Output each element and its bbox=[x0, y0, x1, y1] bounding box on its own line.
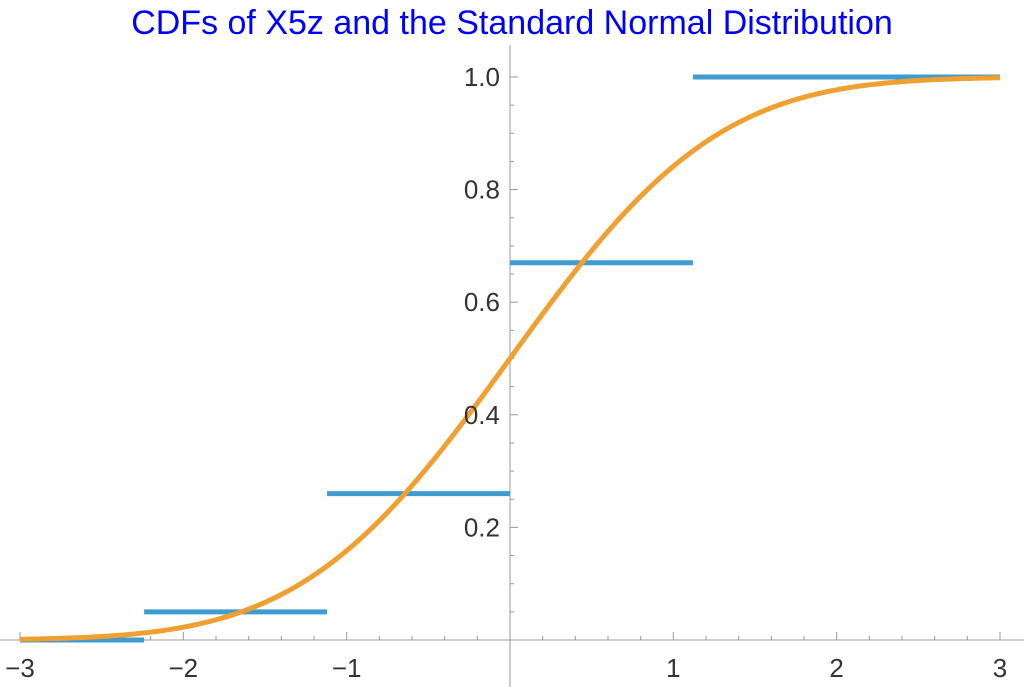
x-tick-label: 2 bbox=[829, 653, 843, 683]
y-tick-label: 0.4 bbox=[464, 400, 500, 430]
x-tick-label: −3 bbox=[5, 653, 35, 683]
x-tick-label: −2 bbox=[169, 653, 199, 683]
tick-labels: −3 −2 −1 1 2 3 0.2 0.4 0.6 0.8 1.0 bbox=[5, 62, 1007, 683]
chart-title: CDFs of X5z and the Standard Normal Dist… bbox=[131, 4, 893, 42]
x-tick-label: 1 bbox=[666, 653, 680, 683]
x-tick-label: 3 bbox=[993, 653, 1007, 683]
normal-cdf-curve bbox=[19, 75, 1001, 642]
series-layer bbox=[19, 74, 1001, 643]
axes bbox=[0, 45, 1024, 687]
y-tick-label: 1.0 bbox=[464, 62, 500, 92]
y-tick-label: 0.8 bbox=[464, 175, 500, 205]
y-tick-label: 0.6 bbox=[464, 287, 500, 317]
y-tick-label: 0.2 bbox=[464, 512, 500, 542]
x-tick-label: −1 bbox=[332, 653, 362, 683]
